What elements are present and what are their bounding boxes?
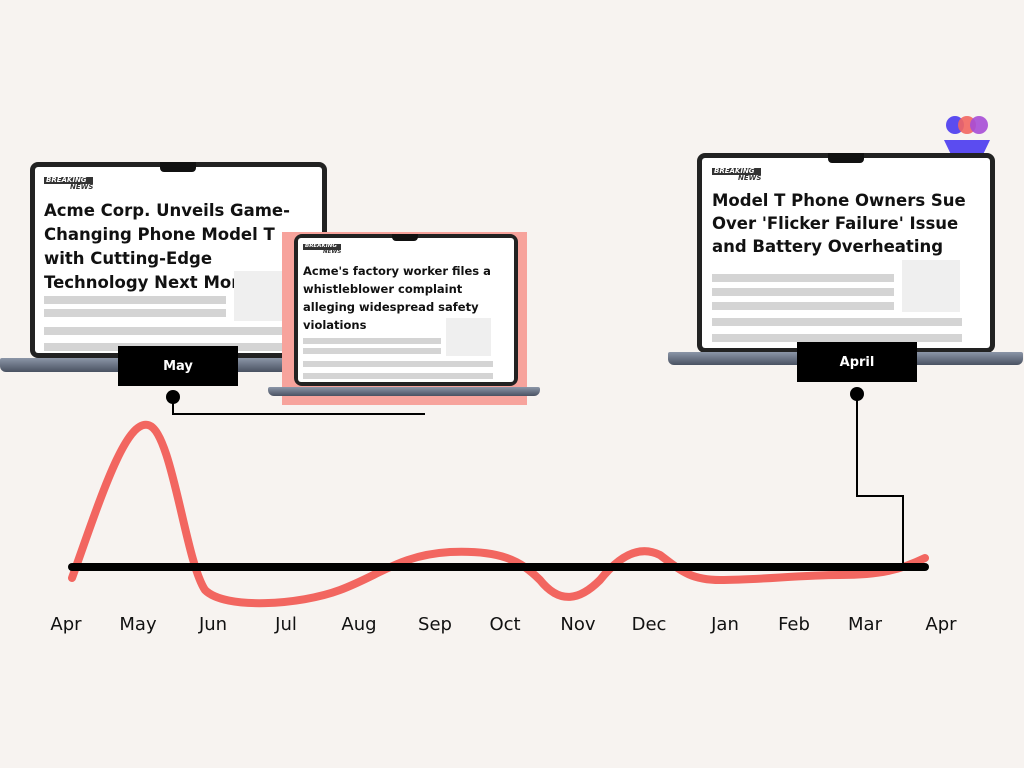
- badge: BREAKING NEWS: [712, 168, 762, 182]
- notch: [392, 234, 418, 241]
- logo-dot: [970, 116, 988, 134]
- text-placeholder: [303, 361, 493, 367]
- text-placeholder: [712, 334, 962, 342]
- text-placeholder: [712, 302, 894, 310]
- month-label: Jun: [198, 614, 228, 635]
- screen-content: BREAKING NEWS Model T Phone Owners Sue Ov…: [702, 158, 990, 348]
- badge-bottom: NEWS: [70, 183, 94, 191]
- month-label: Jul: [275, 614, 297, 635]
- text-placeholder: [712, 274, 894, 282]
- text-placeholder: [303, 348, 441, 354]
- image-placeholder: [446, 318, 491, 356]
- headline: Acme's factory worker files a whistleblo…: [303, 264, 491, 332]
- badge-top: BREAKING: [44, 177, 94, 184]
- month-label: Feb: [778, 614, 810, 635]
- badge-bottom: NEWS: [738, 174, 762, 182]
- month-label: Sep: [418, 614, 452, 635]
- month-label: Dec: [631, 614, 667, 635]
- text-placeholder: [712, 288, 894, 296]
- badge: BREAKING NEWS: [303, 243, 342, 255]
- screen-content: BREAKING NEWS Acme's factory worker files…: [298, 238, 514, 382]
- date-marker: April: [797, 342, 917, 382]
- laptop-base: [268, 387, 540, 396]
- month-label: Jan: [711, 614, 739, 635]
- month-label: Mar: [848, 614, 882, 635]
- month-label: Apr: [50, 614, 82, 635]
- badge-top: BREAKING: [303, 243, 342, 250]
- month-label: Oct: [489, 614, 521, 635]
- text-placeholder: [44, 296, 226, 304]
- month-label: Nov: [560, 614, 596, 635]
- text-placeholder: [44, 327, 314, 335]
- text-placeholder: [44, 309, 226, 317]
- notch: [828, 153, 864, 163]
- text-placeholder: [303, 338, 441, 344]
- image-placeholder: [234, 271, 289, 321]
- month-label: Aug: [341, 614, 377, 635]
- connector-dot: [166, 390, 180, 404]
- connector-dot: [850, 387, 864, 401]
- image-placeholder: [902, 260, 960, 312]
- badge: BREAKING NEWS: [44, 177, 94, 191]
- text-placeholder: [303, 373, 493, 379]
- connector: [856, 394, 904, 567]
- headline: Model T Phone Owners Sue Over 'Flicker F…: [712, 191, 966, 256]
- badge-top: BREAKING: [712, 168, 762, 175]
- month-label: May: [119, 614, 157, 635]
- month-label: Apr: [925, 614, 957, 635]
- trend-wave: [68, 420, 929, 608]
- headline: Acme Corp. Unveils Game-Changing Phone M…: [44, 201, 290, 292]
- date-marker: May: [118, 346, 238, 386]
- notch: [160, 162, 196, 172]
- badge-bottom: NEWS: [323, 248, 342, 255]
- screen-content: BREAKING NEWS Acme Corp. Unveils Game-Cha…: [35, 167, 322, 353]
- text-placeholder: [712, 318, 962, 326]
